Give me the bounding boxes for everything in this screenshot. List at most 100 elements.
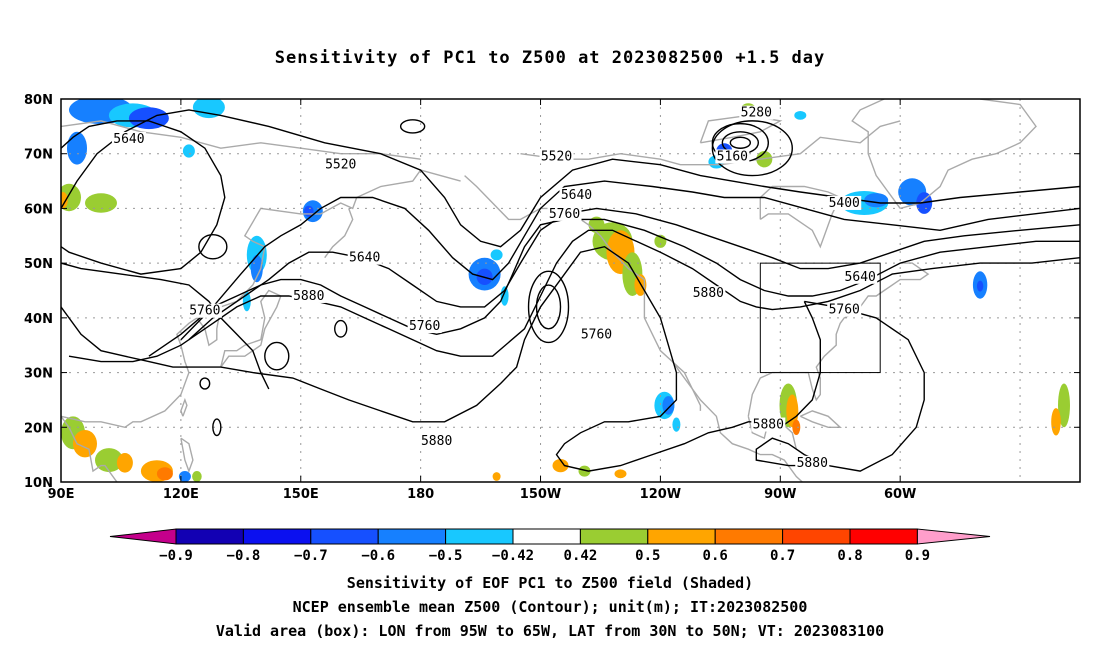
coastline <box>61 415 118 482</box>
contour-label-background <box>323 157 358 172</box>
contour-label-background <box>419 433 454 448</box>
contour-label-background <box>187 303 222 318</box>
coastline <box>180 397 188 417</box>
contour-label: 5880 <box>693 286 724 301</box>
contour-label: 5760 <box>409 319 440 334</box>
lat-tick-label: 30N <box>24 367 53 382</box>
contour-label: 5880 <box>293 289 324 304</box>
z500-contour-line <box>180 180 1080 341</box>
colorbar-bin <box>579 528 649 545</box>
contour-label-background <box>547 206 582 221</box>
coastline <box>61 169 461 429</box>
coastline <box>220 289 282 368</box>
sensitivity-patch <box>178 471 191 482</box>
colorbar-label: 0.8 <box>837 548 862 564</box>
contour-label: 5280 <box>741 106 772 121</box>
colorbar-bin <box>782 528 851 545</box>
colorbar-label: 0.9 <box>905 548 930 564</box>
graticule <box>61 99 1080 482</box>
z500-closed-contour <box>198 233 228 260</box>
lon-tick-label: 150E <box>283 487 319 502</box>
sensitivity-patch <box>85 193 117 213</box>
colorbar-bin <box>377 528 447 545</box>
lat-tick-label: 50N <box>24 257 53 272</box>
lat-tick-label: 80N <box>24 93 53 108</box>
contour-label-background <box>827 302 862 317</box>
contour-label-background <box>843 269 878 284</box>
lat-tick-label: 60N <box>24 202 53 217</box>
contour-label: 5640 <box>113 132 144 147</box>
sensitivity-patch <box>672 417 681 432</box>
sensitivity-patch <box>73 430 97 458</box>
colorbar-bin <box>849 528 918 545</box>
colorbar-bin <box>647 528 716 545</box>
coastline <box>851 99 901 209</box>
contour-label-background <box>739 105 774 120</box>
z500-closed-contour <box>334 319 348 338</box>
coastline <box>180 437 194 474</box>
z500-closed-contour <box>527 270 570 344</box>
sensitivity-patch <box>500 286 509 306</box>
contour-label-background <box>111 131 146 146</box>
sensitivity-patch <box>192 99 225 119</box>
sensitivity-patch <box>67 131 87 165</box>
colorbar: −0.9 −0.8 −0.7 −0.6 −0.5 −0.42 0.42 0.5 0.6 0.7 0.… <box>109 528 991 564</box>
lat-tick-label: 40N <box>24 312 53 327</box>
contour-label-background <box>795 455 830 470</box>
colorbar-bin <box>512 528 581 545</box>
contour-label: 5880 <box>421 434 452 449</box>
colorbar-label: −0.6 <box>361 548 395 564</box>
sensitivity-patch <box>490 249 503 261</box>
lon-tick-label: 90E <box>48 487 75 502</box>
caption-line-3: Valid area (box): LON from 95W to 65W, L… <box>215 622 885 640</box>
contour-label-background <box>347 250 382 265</box>
sensitivity-patch <box>492 472 501 481</box>
coastline <box>324 208 354 259</box>
z500-closed-contour <box>399 119 426 134</box>
colorbar-bin <box>445 528 514 545</box>
sensitivity-patch <box>250 254 263 283</box>
lon-tick-label: 120W <box>640 487 681 502</box>
lon-tick-label: 120E <box>163 487 199 502</box>
caption-line-1: Sensitivity of EOF PC1 to Z500 field (Sh… <box>346 574 754 592</box>
colorbar-label: −0.7 <box>294 548 328 564</box>
contour-label: 5760 <box>549 207 580 222</box>
z500-closed-contour <box>212 418 222 437</box>
sensitivity-patch <box>1058 383 1070 428</box>
sensitivity-patch <box>976 280 984 292</box>
z500-contour-line <box>68 229 1080 363</box>
sensitivity-patch <box>794 111 807 120</box>
contour-label-background <box>407 319 442 334</box>
contour-label-background <box>691 286 726 301</box>
lon-tick-label: 60W <box>884 487 916 502</box>
sensitivity-patch <box>1051 408 1061 436</box>
map-frame <box>60 98 1081 483</box>
sensitivity-patch <box>662 396 675 415</box>
z500-contour-line <box>61 262 270 390</box>
z500-closed-contour <box>199 377 211 390</box>
z500-contour-line <box>61 245 821 472</box>
lat-tick-label: 20N <box>24 421 53 436</box>
z500-closed-contour <box>264 341 290 371</box>
colorbar-max-arrow <box>916 528 991 545</box>
contour-label: 5640 <box>349 251 380 266</box>
z500-closed-contour <box>729 136 752 149</box>
sensitivity-patch <box>864 193 889 208</box>
sensitivity-patch <box>786 394 799 428</box>
coastline <box>800 410 842 428</box>
coastline <box>747 262 930 417</box>
colorbar-min-arrow <box>109 528 177 545</box>
contour-label: 5520 <box>325 158 356 173</box>
coastline <box>61 120 421 160</box>
colorbar-label: −0.9 <box>159 548 193 564</box>
contour-label-background <box>291 288 326 303</box>
contour-labels: 5640 5520 5640 5880 5760 5760 5880 5520 5640 5760… <box>111 105 878 471</box>
contour-label-background <box>715 149 750 164</box>
colorbar-bin <box>242 528 312 545</box>
contour-label: 5400 <box>829 196 860 211</box>
contour-label: 5760 <box>189 304 220 319</box>
colorbar-label: 0.5 <box>635 548 660 564</box>
contour-label: 5760 <box>581 327 612 342</box>
z500-contour-line <box>61 109 1080 248</box>
